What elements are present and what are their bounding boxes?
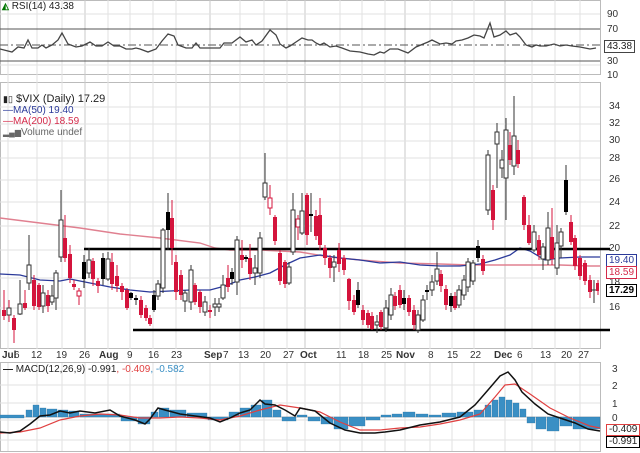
macd-title: — MACD(12,26,9) -0.991, -0.409, -0.582 xyxy=(3,364,185,375)
ma200-line xyxy=(0,217,600,267)
macd-tick-1: 1 xyxy=(612,399,618,410)
last-price-badge: 17.29 xyxy=(606,284,638,297)
macd-tick-0: 0 xyxy=(612,413,618,424)
date-label: 7 xyxy=(223,350,229,361)
date-label: 27 xyxy=(578,350,590,361)
date-label: 20 xyxy=(260,350,272,361)
price-tick-26: 26 xyxy=(609,174,621,185)
macd-tick-2: 2 xyxy=(612,381,618,392)
ma200-swatch: — xyxy=(3,116,13,127)
date-label: 26 xyxy=(79,350,91,361)
date-label: Oct xyxy=(300,350,317,361)
macd-signal-badge: -0.409 xyxy=(606,424,640,436)
date-label: Jul xyxy=(2,350,17,361)
date-label: 12 xyxy=(31,350,43,361)
chart-type-icon: ◭ xyxy=(2,1,9,11)
date-label: 20 xyxy=(561,350,573,361)
rsi-tick-10: 10 xyxy=(607,70,619,81)
date-label: 13 xyxy=(238,350,250,361)
price-tick-32: 32 xyxy=(609,118,621,129)
macd-value-badge: -0.991 xyxy=(606,436,640,448)
legend-ma200: —MA(200) 18.59 xyxy=(3,116,80,127)
rsi-plot xyxy=(0,20,600,62)
ma50-swatch: — xyxy=(3,105,13,116)
date-label: 27 xyxy=(283,350,295,361)
rsi-value-badge: 43.38 xyxy=(604,40,636,53)
price-tick-30: 30 xyxy=(609,135,621,146)
ma200-badge: 18.59 xyxy=(606,266,638,279)
volume-icon: ▂▄▆ xyxy=(3,128,21,137)
legend-volume: ▂▄▆Volume undef xyxy=(3,127,83,138)
candlesticks xyxy=(2,96,599,343)
ma50-line xyxy=(0,247,600,293)
price-tick-16: 16 xyxy=(609,302,621,313)
rsi-tick-90: 90 xyxy=(607,9,619,20)
date-label: 18 xyxy=(358,350,370,361)
date-label: 13 xyxy=(540,350,552,361)
macd-tick-3: 3 xyxy=(612,364,618,375)
date-label: 19 xyxy=(56,350,68,361)
date-label: 6 xyxy=(14,350,20,361)
rsi-title: ◭ RSI(14) 43.38 xyxy=(2,1,74,12)
date-label: 22 xyxy=(470,350,482,361)
date-label: 16 xyxy=(148,350,160,361)
candle-icon: ▮▯ xyxy=(3,94,13,104)
price-tick-22: 22 xyxy=(609,221,621,232)
price-tick-34: 34 xyxy=(609,101,621,112)
macd-line xyxy=(0,371,601,434)
date-label: Nov xyxy=(396,350,415,361)
price-tick-18: 18 xyxy=(609,277,621,288)
price-tick-20: 20 xyxy=(609,243,621,254)
date-label: 8 xyxy=(428,350,434,361)
date-label: 25 xyxy=(381,350,393,361)
price-title: ▮▯ $VIX (Daily) 17.29 xyxy=(3,93,106,105)
macd-signal-line xyxy=(0,383,601,434)
date-label: 11 xyxy=(336,350,347,361)
date-label: 6 xyxy=(517,350,523,361)
legend-ma50: —MA(50) 19.40 xyxy=(3,105,74,116)
date-label: 23 xyxy=(171,350,183,361)
rsi-tick-30: 30 xyxy=(607,56,619,67)
date-label: Aug xyxy=(99,350,119,361)
macd-swatch: — xyxy=(3,364,13,375)
date-label: Dec xyxy=(494,350,513,361)
price-tick-28: 28 xyxy=(609,153,621,164)
date-label: Sep xyxy=(204,350,223,361)
date-axis: Jul 6 12 19 26 Aug 9 16 23 Sep 7 13 20 2… xyxy=(0,350,600,362)
date-label: 9 xyxy=(127,350,133,361)
macd-histogram xyxy=(0,396,601,432)
price-tick-24: 24 xyxy=(609,197,621,208)
date-label: 15 xyxy=(447,350,459,361)
rsi-tick-70: 70 xyxy=(607,24,619,35)
